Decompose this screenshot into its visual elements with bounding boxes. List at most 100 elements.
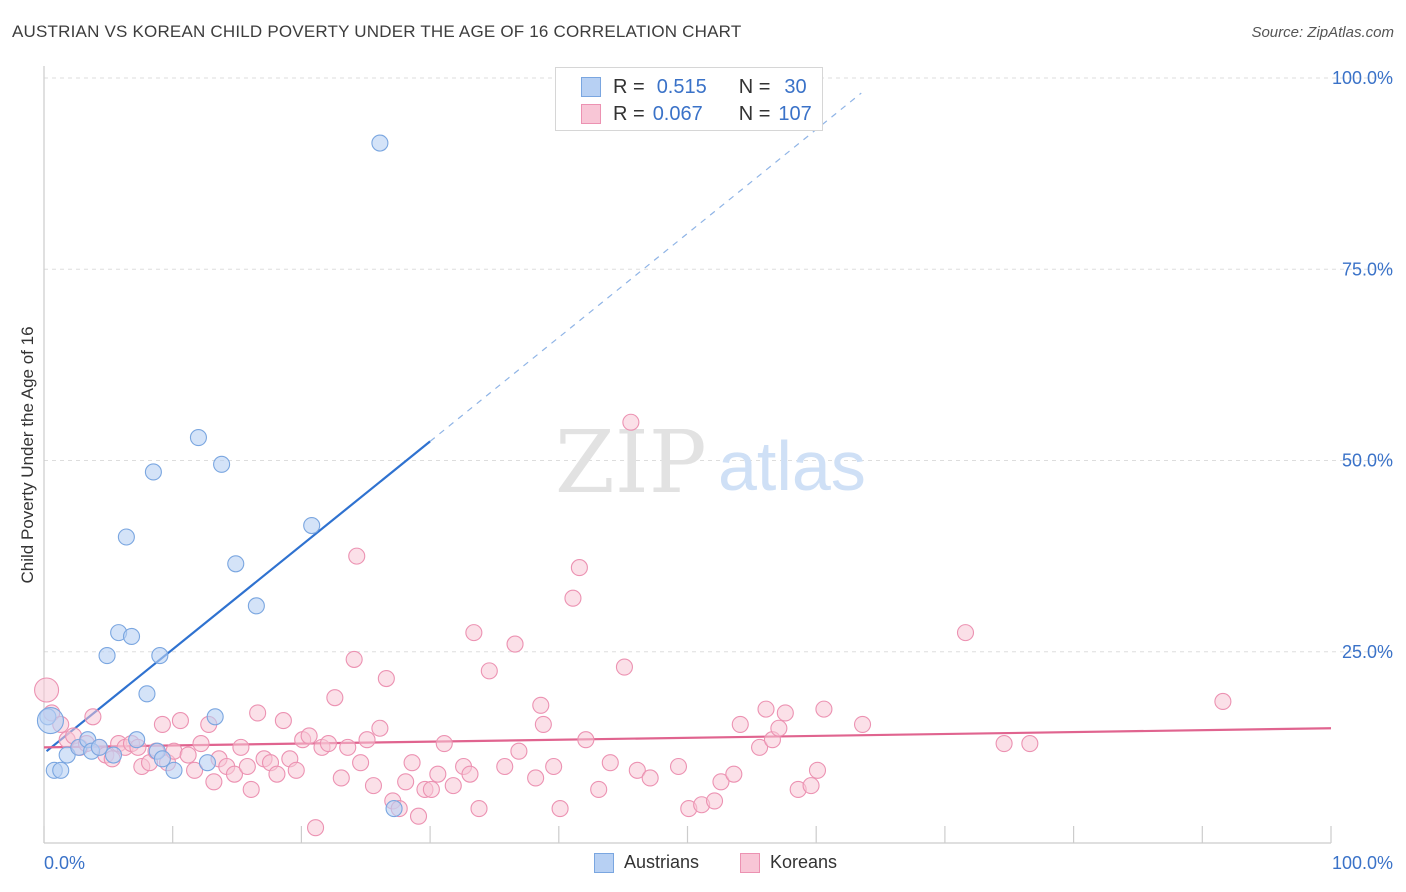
- correlation-legend: R = 0.515 N = 30 R = 0.067 N = 107: [555, 67, 823, 131]
- austrian-point: [122, 627, 141, 646]
- koreans-swatch: [581, 104, 601, 124]
- korean-point: [377, 669, 395, 688]
- korean-point: [564, 589, 582, 607]
- n-value: 107: [778, 102, 812, 125]
- korean-point: [995, 734, 1013, 753]
- korean-point: [429, 765, 447, 783]
- korean-point: [551, 800, 569, 818]
- austrian-point: [98, 647, 116, 665]
- austrian-point: [371, 134, 389, 152]
- korean-point: [358, 731, 376, 749]
- korean-point: [776, 704, 794, 722]
- korean-point: [435, 734, 453, 753]
- korean-point: [1021, 734, 1039, 753]
- korean-point: [371, 719, 389, 737]
- korean-point: [622, 413, 640, 431]
- austrian-point: [104, 746, 123, 764]
- tick-labels: 25.0% 50.0% 75.0% 100.0% 0.0% 100.0%: [44, 68, 1393, 873]
- korean-point: [615, 658, 633, 676]
- korean-point: [205, 773, 223, 791]
- korean-point: [409, 807, 428, 825]
- korean-point: [601, 754, 619, 772]
- austrian-point: [36, 707, 64, 735]
- austrian-point: [151, 647, 169, 665]
- korean-point: [751, 738, 769, 756]
- korean-point: [461, 765, 479, 783]
- korean-point: [757, 700, 775, 718]
- r-label: R =: [613, 75, 645, 98]
- korean-point: [802, 777, 820, 795]
- korean-point: [287, 761, 305, 779]
- korean-point: [465, 624, 483, 642]
- r-label: R =: [613, 102, 645, 125]
- korean-point: [496, 757, 514, 776]
- korean-point: [545, 757, 563, 776]
- korean-point: [179, 746, 197, 764]
- austrians-swatch: [581, 77, 601, 97]
- korean-point: [444, 777, 462, 795]
- austrian-point: [153, 750, 171, 768]
- watermark: ZIP atlas: [555, 413, 866, 513]
- korean-point: [853, 715, 872, 733]
- n-value: 30: [784, 75, 807, 98]
- austrian-point: [303, 516, 321, 535]
- korean-point: [590, 780, 608, 799]
- korean-point: [348, 547, 366, 565]
- korean-point: [332, 769, 350, 787]
- legend-label-koreans: Koreans: [770, 852, 838, 872]
- korean-point: [192, 734, 210, 753]
- korean-point: [506, 635, 524, 653]
- austrian-point: [165, 761, 183, 779]
- austrian-point: [247, 597, 265, 615]
- korean-point: [238, 757, 256, 776]
- korean-point: [470, 800, 488, 818]
- korean-point: [577, 731, 595, 749]
- austrians-trend-extension: [429, 92, 862, 442]
- korean-point: [725, 765, 743, 783]
- korean-point: [422, 780, 440, 799]
- austrian-point: [138, 685, 156, 703]
- korean-point: [319, 734, 337, 753]
- korean-point: [225, 765, 244, 783]
- korean-point: [712, 773, 730, 791]
- austrian-point: [198, 754, 216, 772]
- austrian-point: [117, 528, 135, 546]
- korean-point: [397, 773, 415, 791]
- korean-point: [808, 761, 827, 779]
- y-tick-label: 100.0%: [1332, 68, 1393, 88]
- legend-row-austrians: R = 0.515 N = 30: [581, 75, 807, 99]
- korean-point: [628, 761, 646, 779]
- austrian-point: [213, 455, 231, 473]
- legend-item-koreans: Koreans: [740, 852, 837, 873]
- korean-point: [242, 780, 260, 799]
- korean-point: [956, 624, 975, 642]
- austrian-point: [128, 731, 146, 749]
- legend-row-koreans: R = 0.067 N = 107: [581, 102, 812, 126]
- korean-point: [232, 738, 250, 756]
- korean-point: [669, 757, 688, 776]
- korean-point: [34, 677, 60, 703]
- chart-title: AUSTRIAN VS KOREAN CHILD POVERTY UNDER T…: [12, 22, 742, 41]
- y-tick-label: 50.0%: [1342, 451, 1393, 471]
- x-tick-label: 100.0%: [1332, 853, 1393, 873]
- legend-item-austrians: Austrians: [594, 852, 699, 873]
- korean-point: [510, 742, 528, 760]
- korean-point: [249, 704, 267, 722]
- austrian-point: [144, 463, 162, 481]
- korean-point: [268, 765, 286, 783]
- austrian-point: [90, 738, 108, 756]
- r-value: 0.515: [656, 75, 707, 98]
- korean-point: [300, 727, 318, 745]
- koreans-trend-line: [43, 727, 1332, 749]
- korean-point: [326, 689, 344, 707]
- series-legend: Austrians Koreans: [0, 852, 1406, 878]
- grid-lines: [44, 77, 1392, 653]
- austrians-swatch: [594, 852, 614, 873]
- korean-point: [534, 715, 552, 733]
- korean-point: [1214, 692, 1232, 711]
- korean-point: [345, 650, 363, 668]
- korean-point: [403, 754, 421, 772]
- korean-point: [186, 761, 204, 779]
- korean-point: [339, 738, 357, 756]
